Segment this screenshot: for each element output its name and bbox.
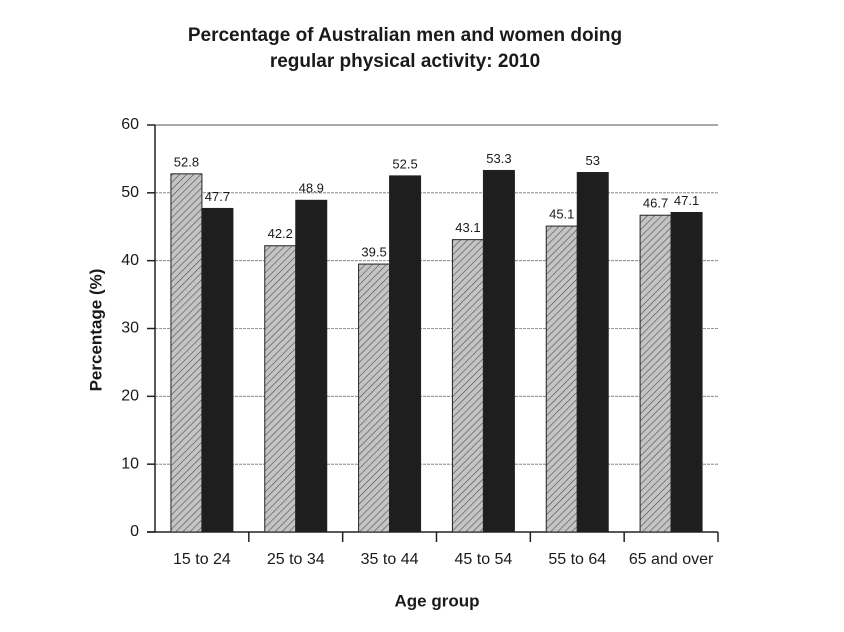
x-tick-label: 65 and over xyxy=(629,551,714,568)
chart-title: Percentage of Australian men and women d… xyxy=(188,25,622,46)
bar xyxy=(170,173,203,533)
x-tick-label: 45 to 54 xyxy=(455,551,513,568)
value-label: 47.1 xyxy=(674,193,699,208)
bar xyxy=(264,245,297,533)
y-tick-label: 40 xyxy=(121,252,139,269)
value-label: 47.7 xyxy=(205,189,230,204)
bar xyxy=(482,169,515,533)
y-tick-label: 10 xyxy=(121,455,139,472)
bar xyxy=(670,212,703,533)
y-axis-title: Percentage (%) xyxy=(86,269,105,392)
value-label: 52.8 xyxy=(174,154,199,169)
y-tick-label: 20 xyxy=(121,388,139,405)
x-tick-label: 35 to 44 xyxy=(361,551,419,568)
x-tick-label: 15 to 24 xyxy=(173,551,231,568)
bar xyxy=(545,225,578,533)
value-label: 52.5 xyxy=(392,156,417,171)
x-axis-title: Age group xyxy=(395,591,480,610)
bar xyxy=(295,199,328,533)
bar xyxy=(639,214,672,533)
value-label: 48.9 xyxy=(299,181,324,196)
y-tick-label: 0 xyxy=(130,523,139,540)
bar xyxy=(358,263,391,533)
value-label: 53.3 xyxy=(486,151,511,166)
value-label: 45.1 xyxy=(549,207,574,222)
bar xyxy=(389,175,422,533)
y-tick-label: 60 xyxy=(121,116,139,133)
value-label: 46.7 xyxy=(643,196,668,211)
value-label: 42.2 xyxy=(268,226,293,241)
x-tick-label: 55 to 64 xyxy=(548,551,606,568)
chart-title: regular physical activity: 2010 xyxy=(270,51,540,72)
value-label: 53 xyxy=(586,153,600,168)
x-tick-label: 25 to 34 xyxy=(267,551,325,568)
value-label: 43.1 xyxy=(455,220,480,235)
y-tick-label: 50 xyxy=(121,184,139,201)
bar xyxy=(576,171,609,533)
value-label: 39.5 xyxy=(361,244,386,259)
bar xyxy=(201,207,234,533)
y-tick-label: 30 xyxy=(121,320,139,337)
bar xyxy=(451,239,484,533)
